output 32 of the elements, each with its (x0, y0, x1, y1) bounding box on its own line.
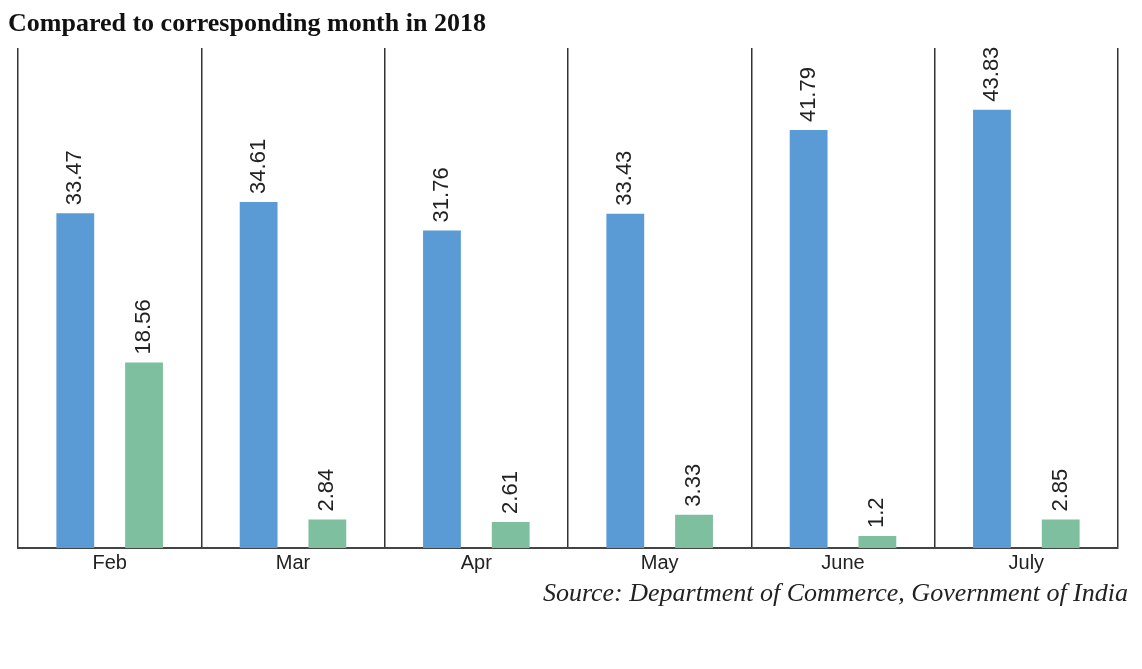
data-label: 43.83 (978, 46, 1004, 102)
data-label: 31.76 (428, 167, 454, 223)
data-label: 34.61 (244, 138, 270, 194)
data-label: 33.47 (61, 150, 87, 206)
x-tick-label: June (821, 550, 865, 573)
data-label: 1.2 (863, 497, 889, 528)
bar (606, 213, 645, 548)
source-note: Source: Department of Commerce, Government of India (541, 578, 1128, 608)
x-tick-label: July (1008, 550, 1045, 573)
bar (789, 130, 828, 548)
x-tick-label: Mar (275, 550, 311, 573)
bar (56, 213, 95, 548)
x-tick-label: Apr (460, 550, 493, 573)
bar (858, 536, 897, 548)
bar (423, 230, 461, 548)
data-label: 18.56 (130, 299, 156, 355)
data-label: 3.33 (680, 463, 706, 507)
data-label: 2.84 (313, 468, 339, 512)
chart-title: Compared to corresponding month in 2018 (8, 8, 487, 38)
bar (239, 201, 278, 548)
x-tick-label: May (640, 550, 679, 573)
data-label: 33.43 (611, 150, 637, 206)
data-label: 2.85 (1046, 468, 1072, 512)
bar (491, 521, 530, 548)
data-label: 2.61 (496, 471, 522, 514)
x-tick-label: Feb (92, 550, 127, 573)
bar (308, 519, 347, 548)
bar (1041, 519, 1080, 548)
bar (973, 109, 1011, 548)
bar (125, 362, 163, 548)
data-label: 41.79 (794, 67, 820, 123)
bar (675, 514, 713, 548)
